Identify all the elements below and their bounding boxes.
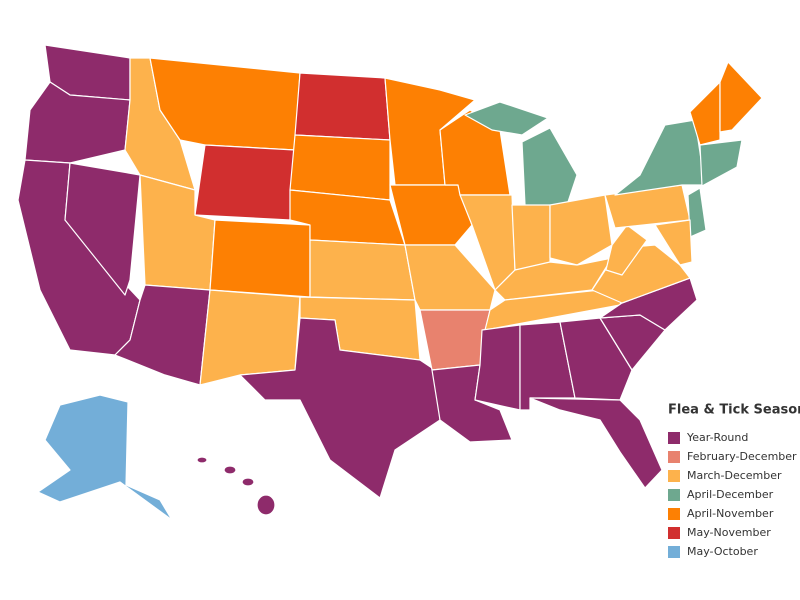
region — [529, 397, 663, 489]
legend-label: April-November — [687, 507, 774, 520]
region — [464, 101, 549, 136]
region — [511, 204, 551, 271]
region — [289, 134, 391, 201]
legend-swatch — [668, 432, 680, 444]
legend-swatch — [668, 527, 680, 539]
region — [605, 224, 648, 276]
legend-swatch — [668, 470, 680, 482]
legend-label: April-December — [687, 488, 774, 501]
region — [419, 309, 491, 371]
region — [196, 456, 208, 464]
legend-swatch — [668, 546, 680, 558]
region — [549, 194, 613, 266]
region — [194, 144, 296, 221]
region — [256, 494, 276, 516]
legend-swatch — [668, 451, 680, 463]
region — [699, 139, 743, 187]
region — [309, 239, 416, 301]
region — [654, 219, 693, 266]
legend-label: March-December — [687, 469, 782, 482]
region — [474, 324, 521, 411]
region — [241, 477, 255, 487]
region — [719, 61, 763, 133]
us-map — [17, 44, 763, 521]
region — [239, 317, 441, 499]
legend-swatch — [668, 508, 680, 520]
legend-label: May-October — [687, 545, 758, 558]
legend-title: Flea & Tick Season — [668, 403, 800, 418]
region — [559, 317, 633, 401]
region — [64, 162, 141, 296]
region — [294, 72, 391, 141]
legend-swatch — [668, 489, 680, 501]
region — [37, 394, 173, 521]
legend: Flea & Tick Season Year-Round February-De… — [668, 403, 800, 558]
legend-label: Year-Round — [686, 431, 748, 444]
region — [24, 81, 131, 164]
region — [689, 81, 721, 146]
legend-label: February-December — [687, 450, 797, 463]
region — [209, 219, 311, 298]
region — [614, 119, 706, 196]
region — [223, 465, 237, 475]
region — [521, 127, 578, 209]
legend-label: May-November — [687, 526, 771, 539]
region — [404, 244, 496, 311]
